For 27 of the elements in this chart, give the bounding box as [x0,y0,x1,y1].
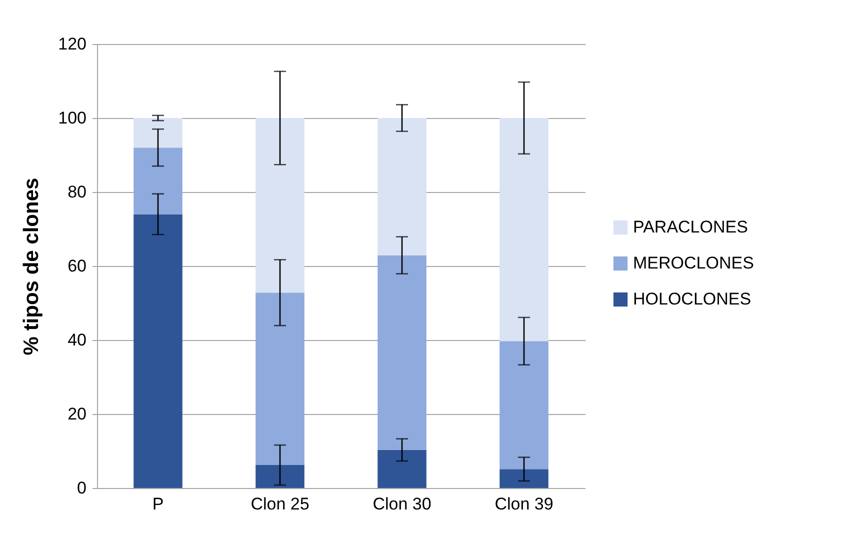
y-tick-label: 20 [68,404,86,424]
y-tick-label: 60 [68,256,86,276]
bar [500,469,548,488]
bar [134,118,182,148]
y-tick-label: 120 [58,34,86,54]
x-tick-label: P [152,494,164,514]
legend-label: PARACLONES [633,218,748,236]
bar [134,148,182,214]
x-tick-label: Clon 25 [250,494,310,514]
bar [134,214,182,488]
y-tick-label: 80 [68,182,86,202]
legend-label: HOLOCLONES [633,290,752,308]
legend-label: MEROCLONES [633,254,754,272]
y-axis-title: % tipos de clones [20,178,44,356]
y-tick-label: 40 [68,330,86,350]
bar [256,118,304,293]
bar [500,118,548,342]
bar [500,341,548,470]
y-tick-label: 100 [58,108,86,128]
y-tick-label: 0 [77,478,86,498]
bar [378,118,426,256]
x-tick-label: Clon 30 [372,494,432,514]
bar [256,292,304,466]
bar [256,465,304,488]
bar [378,255,426,450]
bar [378,450,426,488]
x-tick-label: Clon 39 [494,494,554,514]
